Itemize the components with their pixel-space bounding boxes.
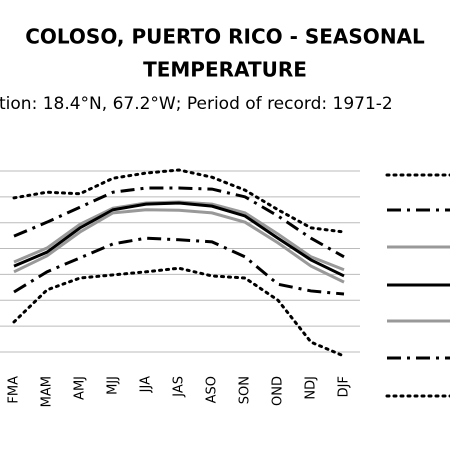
- x-tick-label: ASO: [205, 376, 220, 403]
- chart-title: TEMPERATURE: [143, 58, 307, 82]
- series-line: [13, 236, 345, 296]
- chart-subtitle: tion: 18.4°N, 67.2°W; Period of record: …: [0, 94, 393, 114]
- x-tick-label: MJJ: [106, 376, 121, 395]
- series-line: [13, 201, 345, 278]
- x-tick-label: AMJ: [73, 376, 88, 400]
- series-line: [13, 186, 345, 259]
- series-line: [13, 200, 345, 272]
- series-line: [12, 168, 346, 234]
- x-tick-label: FMA: [7, 376, 22, 404]
- x-tick-label: OND: [271, 376, 286, 406]
- x-tick-label: SON: [238, 376, 253, 404]
- x-tick-label: MAM: [40, 376, 55, 407]
- x-tick-label: JJA: [139, 376, 154, 393]
- x-tick-label: JAS: [172, 376, 187, 398]
- x-tick-label: DJF: [337, 376, 352, 397]
- chart-title: COLOSO, PUERTO RICO - SEASONAL: [25, 25, 425, 49]
- series-line: [13, 208, 345, 284]
- x-tick-label: NDJ: [304, 376, 319, 400]
- series-line: [12, 266, 346, 358]
